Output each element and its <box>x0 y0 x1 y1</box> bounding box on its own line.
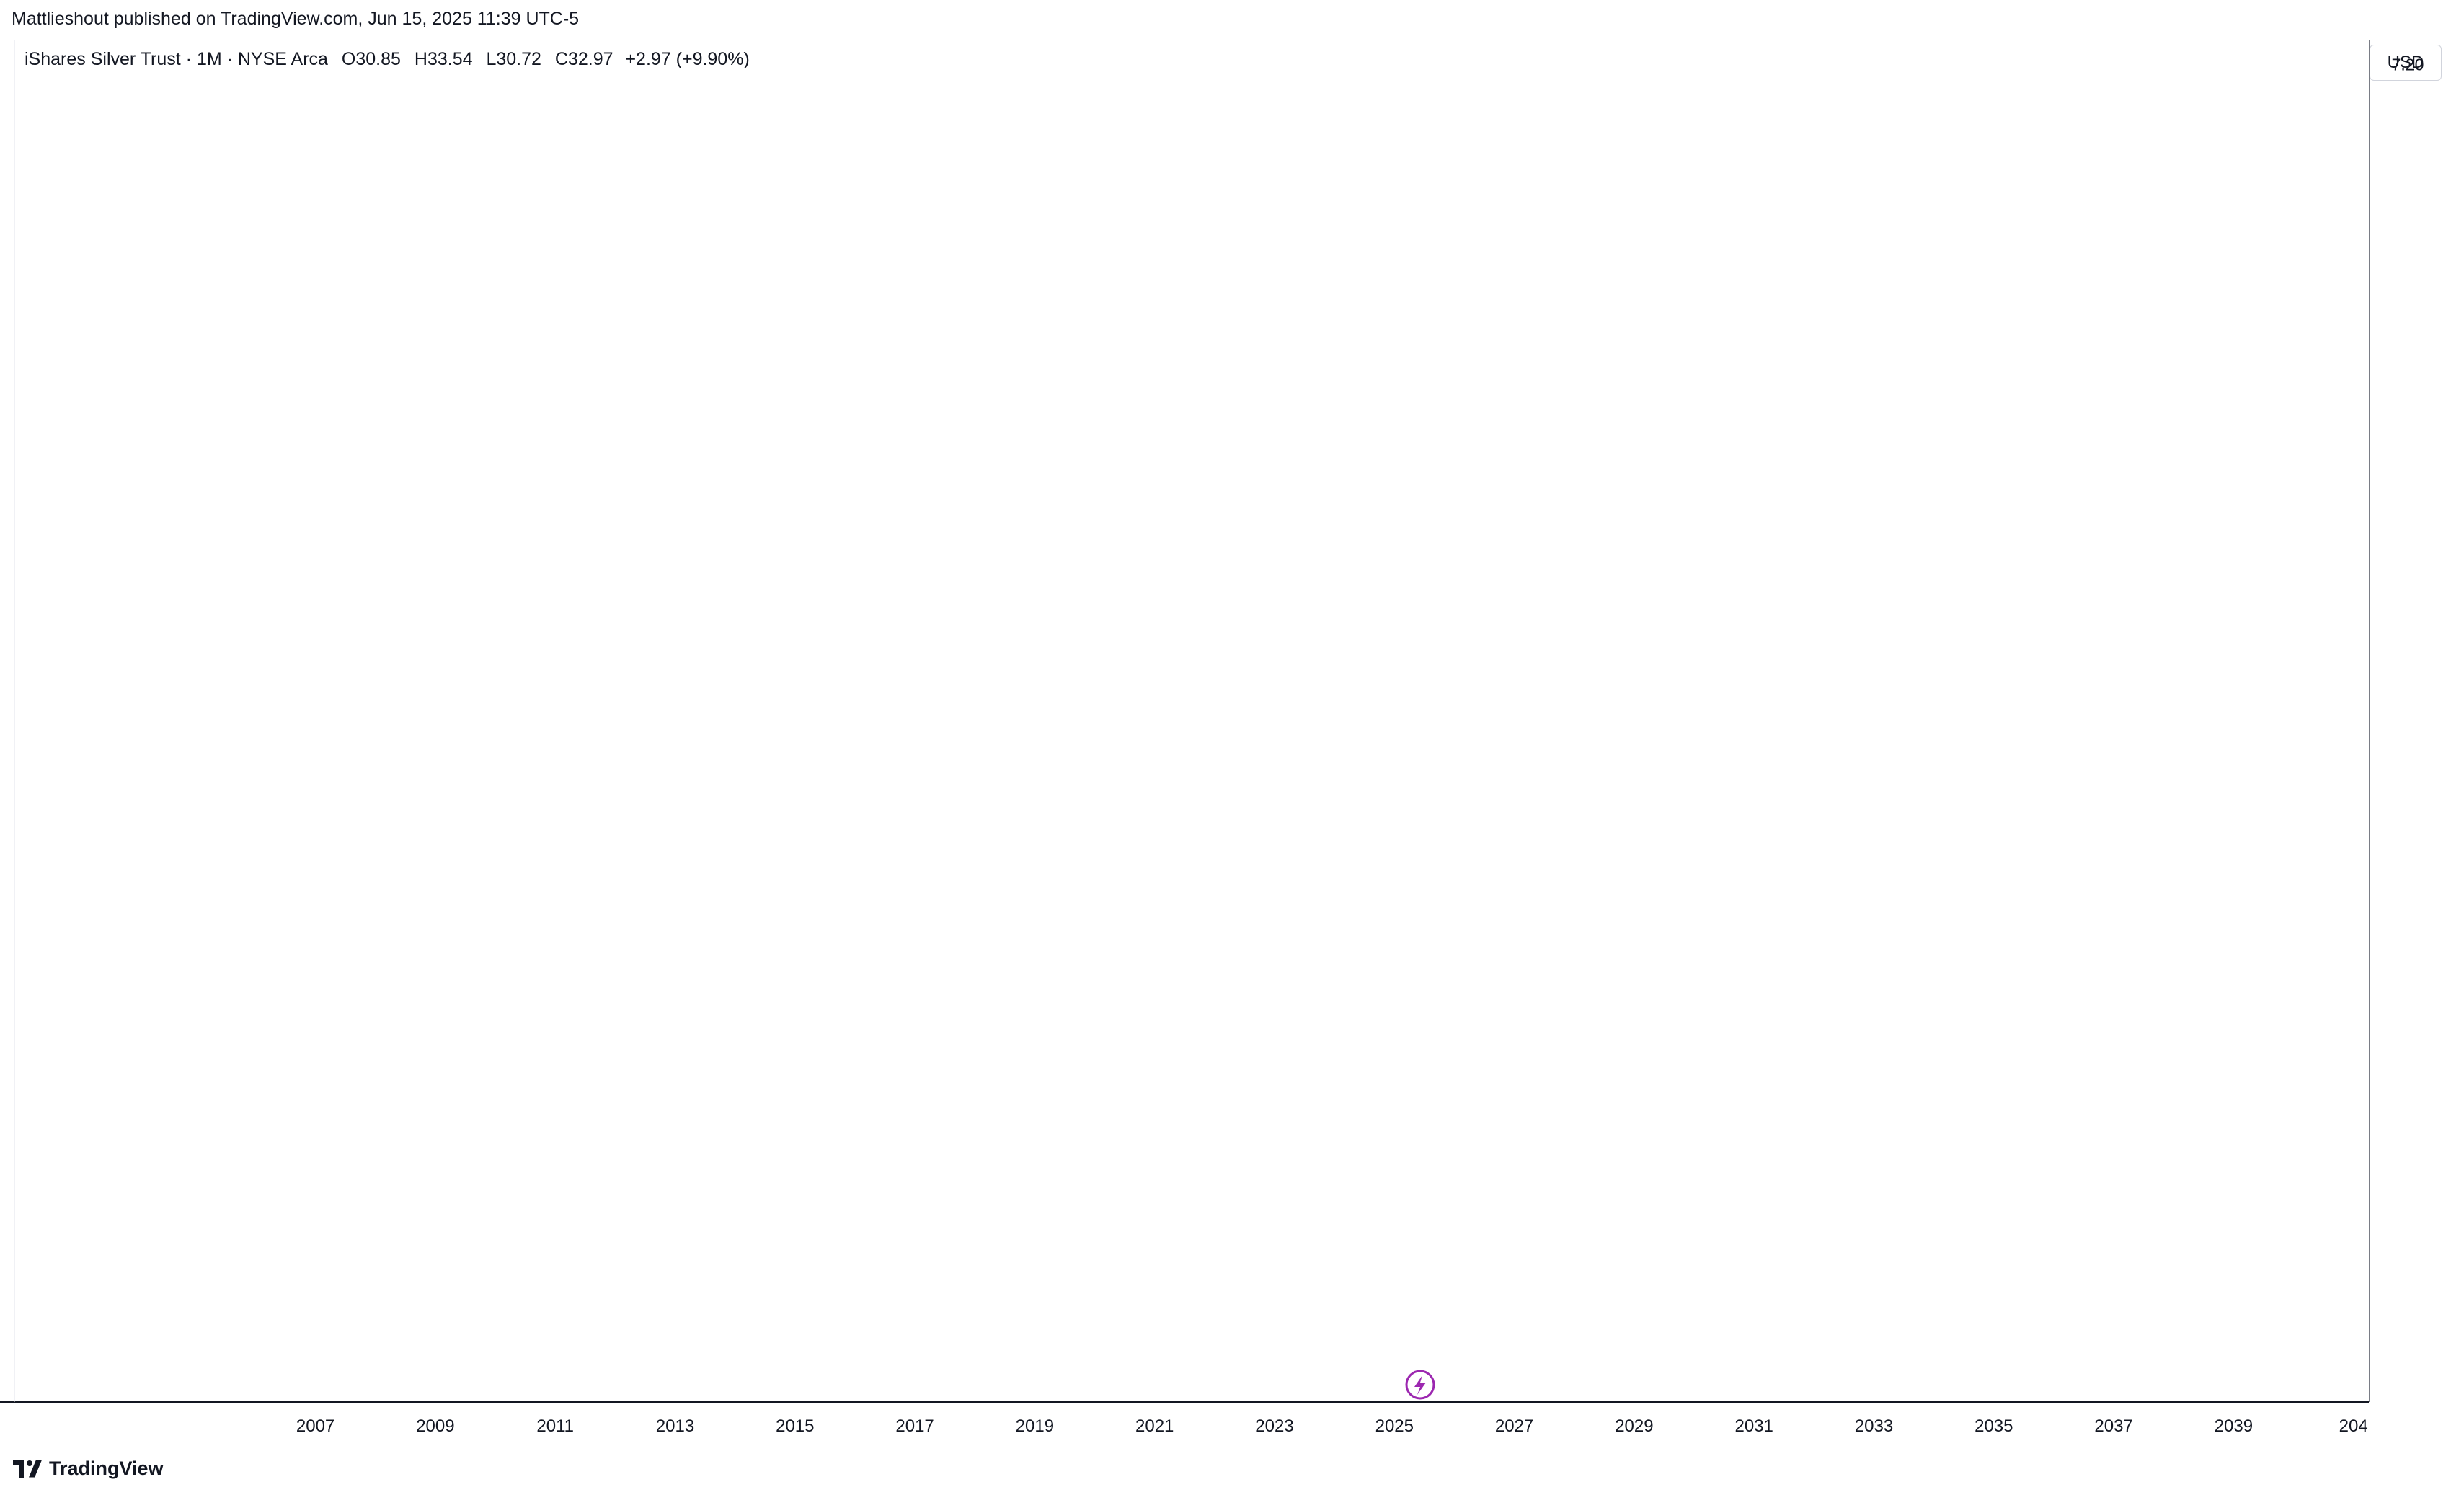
time-tick-label: 2011 <box>536 1416 574 1436</box>
time-tick-label: 204 <box>2339 1416 2368 1436</box>
time-tick-label: 2033 <box>1855 1416 1893 1436</box>
lightning-event-icon[interactable] <box>1405 1370 1435 1400</box>
time-tick-label: 2017 <box>895 1416 934 1436</box>
symbol-title[interactable]: iShares Silver Trust · 1M · NYSE Arca <box>25 49 328 69</box>
currency-button[interactable]: USD <box>2370 45 2442 81</box>
price-tick-label: 7.20 <box>2392 56 2424 74</box>
symbol-legend: iShares Silver Trust · 1M · NYSE Arca O3… <box>25 49 750 70</box>
time-tick-label: 2009 <box>416 1416 454 1436</box>
time-tick-label: 2025 <box>1375 1416 1414 1436</box>
lightning-icon <box>1414 1375 1426 1395</box>
time-tick-label: 2019 <box>1016 1416 1054 1436</box>
time-tick-label: 2035 <box>1975 1416 2013 1436</box>
time-tick-label: 2015 <box>776 1416 814 1436</box>
time-tick-label: 2021 <box>1135 1416 1174 1436</box>
time-tick-label: 2031 <box>1735 1416 1773 1436</box>
time-tick-label: 2013 <box>656 1416 694 1436</box>
time-tick-label: 2027 <box>1495 1416 1533 1436</box>
close-label: C <box>554 49 568 69</box>
high-value: H33.54 <box>415 49 473 69</box>
open-value: O30.85 <box>342 49 401 69</box>
change-value: +2.97 (+9.90%) <box>625 49 750 69</box>
time-tick-label: 2023 <box>1255 1416 1293 1436</box>
time-tick-label: 2039 <box>2215 1416 2253 1436</box>
low-value: L30.72 <box>486 49 541 69</box>
time-tick-label: 2007 <box>296 1416 334 1436</box>
low-number: 30.72 <box>496 49 541 69</box>
high-label: H <box>414 49 427 69</box>
high-number: 33.54 <box>427 49 473 69</box>
close-number: 32.97 <box>567 49 613 69</box>
time-tick-label: 2037 <box>2094 1416 2132 1436</box>
tradingview-logo[interactable]: TradingView <box>13 1458 164 1480</box>
close-value: C32.97 <box>555 49 613 69</box>
axes: 7.20 2007 2009 2011 2013 2015 2017 2019 2021 2023… <box>0 40 2424 1436</box>
open-number: 30.85 <box>355 49 401 69</box>
time-tick-label: 2029 <box>1615 1416 1653 1436</box>
publisher-line: Mattlieshout published on TradingView.co… <box>12 9 580 29</box>
open-label: O <box>341 49 356 69</box>
tradingview-logo-icon <box>13 1460 42 1478</box>
footer-brand: TradingView <box>49 1458 164 1479</box>
low-label: L <box>486 49 497 69</box>
